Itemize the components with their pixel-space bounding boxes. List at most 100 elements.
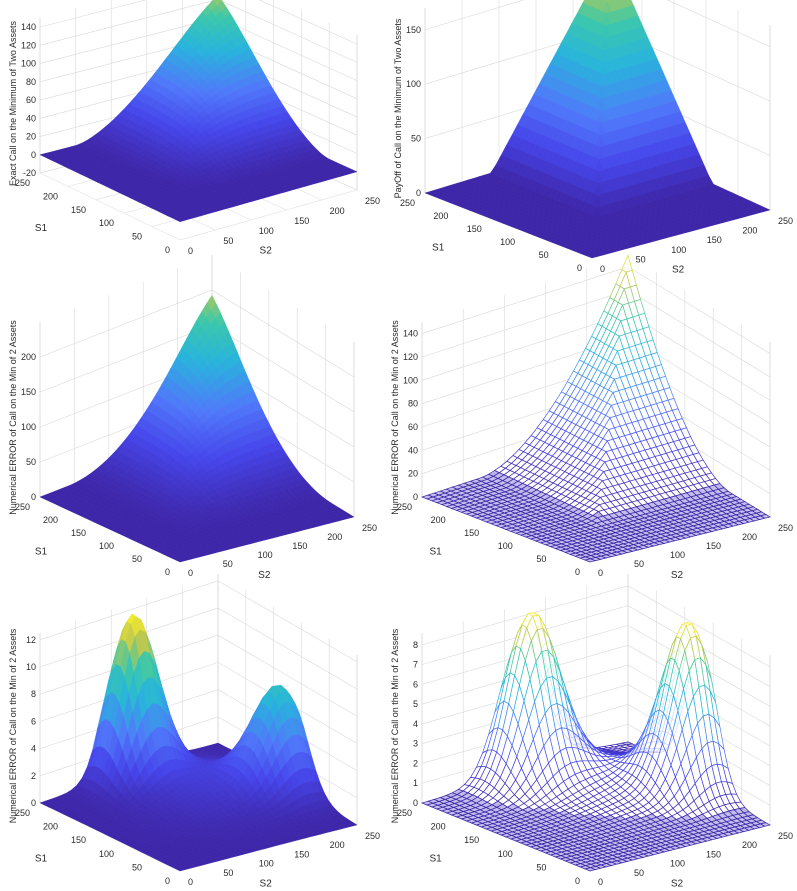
s2-tick-label: 0	[600, 264, 605, 274]
s2-tick-label: 250	[778, 216, 793, 226]
s2-tick-label: 200	[330, 206, 345, 216]
plot-error-asymmetric: 050100150200250050100150200250024681012S…	[8, 574, 380, 889]
z-gridline	[39, 662, 358, 744]
s1-tick-label: 100	[99, 218, 114, 228]
s1-axis-label: S1	[429, 546, 442, 557]
z-gridline	[39, 0, 358, 45]
s2-axis-label: S2	[672, 264, 685, 275]
s1-tick-label: 150	[71, 205, 86, 215]
s1-tick-label: 0	[165, 567, 170, 577]
s2-tick-label: 0	[188, 568, 193, 578]
s1-tick-label: 0	[165, 245, 170, 255]
z-tick-label: 140	[21, 22, 36, 32]
z-tick-label: 40	[26, 113, 36, 123]
z-gridline	[39, 634, 358, 717]
s1-tick-label: 50	[132, 554, 142, 564]
s1-axis-label: S1	[35, 223, 48, 234]
s1-tick-label: 200	[43, 515, 58, 525]
z-axis-label: Numerical ERROR of Call on the Min of 2 …	[8, 320, 18, 515]
z-gridline	[39, 580, 358, 663]
floor-gridline	[179, 189, 358, 241]
s1-tick-label: 250	[15, 178, 30, 188]
s2-tick-label: 100	[258, 550, 273, 560]
z-gridline	[39, 607, 358, 690]
z-tick-label: -20	[23, 168, 36, 178]
s2-tick-label: 50	[634, 559, 644, 569]
s1-tick-label: 50	[539, 250, 549, 260]
s2-axis-label: S2	[258, 570, 271, 581]
s2-axis-label: S2	[260, 246, 273, 257]
z-tick-label: 0	[31, 492, 36, 502]
z-tick-label: 120	[403, 352, 418, 362]
z-tick-label: 200	[21, 352, 36, 362]
z-tick-label: 0	[31, 150, 36, 160]
s1-tick-label: 100	[498, 541, 513, 551]
s2-tick-label: 200	[327, 532, 342, 542]
z-tick-label: 100	[21, 422, 36, 432]
s2-tick-label: 0	[598, 568, 603, 578]
s1-tick-label: 50	[536, 554, 546, 564]
z-tick-label: 60	[408, 422, 418, 432]
s2-tick-label: 150	[294, 216, 309, 226]
z-tick-label: 100	[406, 79, 421, 89]
s1-tick-label: 50	[132, 232, 142, 242]
s2-tick-label: 250	[362, 523, 377, 533]
s2-tick-label: 150	[706, 541, 721, 551]
surface	[39, 294, 355, 563]
z-tick-label: 100	[21, 59, 36, 69]
z-axis-label: Exact Call on the Minimum of Two Assets	[8, 21, 18, 186]
surface	[424, 0, 771, 259]
s2-tick-label: 100	[670, 550, 685, 560]
s2-tick-label: 250	[365, 196, 380, 206]
surface	[39, 613, 358, 872]
z-tick-label: 80	[26, 77, 36, 87]
plot-numerical-call-mesh: 0501001502002500501001502002500204060801…	[390, 253, 793, 581]
s2-tick-label: 200	[742, 226, 757, 236]
s2-axis-label: S2	[671, 570, 684, 581]
s1-tick-label: 0	[575, 567, 580, 577]
s1-axis-label: S1	[432, 242, 445, 253]
z-gridline	[424, 0, 771, 48]
z-axis-label: Numerical ERROR of Call on the Min of 2 …	[390, 320, 400, 515]
z-tick-label: 100	[403, 375, 418, 385]
z-tick-label: 20	[26, 132, 36, 142]
s1-tick-label: 100	[500, 237, 515, 247]
s2-tick-label: 50	[223, 236, 233, 246]
s2-tick-label: 50	[636, 254, 646, 264]
z-gridline	[39, 0, 358, 63]
z-axis-label: PayOff of Call on the Minimum of Two Ass…	[393, 18, 403, 198]
floor-gridline	[39, 172, 181, 241]
z-tick-label: 150	[406, 25, 421, 35]
s2-tick-label: 150	[707, 235, 722, 245]
s1-tick-label: 150	[467, 224, 482, 234]
s2-tick-label: 200	[742, 532, 757, 542]
plot-numerical-call-surface: 0501001502002500501001502002500501001502…	[8, 255, 377, 581]
z-tick-label: 20	[408, 469, 418, 479]
z-tick-label: 120	[21, 40, 36, 50]
plot-exact-call: 050100150200250050100150200250-200204060…	[8, 0, 380, 257]
z-tick-label: 40	[408, 445, 418, 455]
s2-tick-label: 150	[292, 541, 307, 551]
surface	[420, 253, 771, 563]
surface-cell	[175, 218, 186, 223]
z-tick-label: 0	[413, 492, 418, 502]
plot-payoff: 050100150200250050100150200250050100150S…	[393, 0, 793, 275]
s1-axis-label: S1	[35, 546, 48, 557]
s1-tick-label: 200	[43, 191, 58, 201]
z-tick-label: 50	[411, 134, 421, 144]
z-tick-label: 50	[26, 457, 36, 467]
s1-tick-label: 150	[464, 528, 479, 538]
s1-tick-label: 150	[71, 528, 86, 538]
z-tick-label: 150	[21, 387, 36, 397]
z-tick-label: 140	[403, 329, 418, 339]
s2-tick-label: 250	[778, 523, 793, 533]
s2-tick-label: 0	[188, 246, 193, 256]
surface	[39, 0, 358, 223]
s2-tick-label: 100	[259, 226, 274, 236]
s1-tick-label: 200	[431, 515, 446, 525]
s1-tick-label: 200	[433, 211, 448, 221]
s2-tick-label: 100	[671, 245, 686, 255]
s1-tick-label: 100	[99, 541, 114, 551]
z-tick-label: 60	[26, 95, 36, 105]
